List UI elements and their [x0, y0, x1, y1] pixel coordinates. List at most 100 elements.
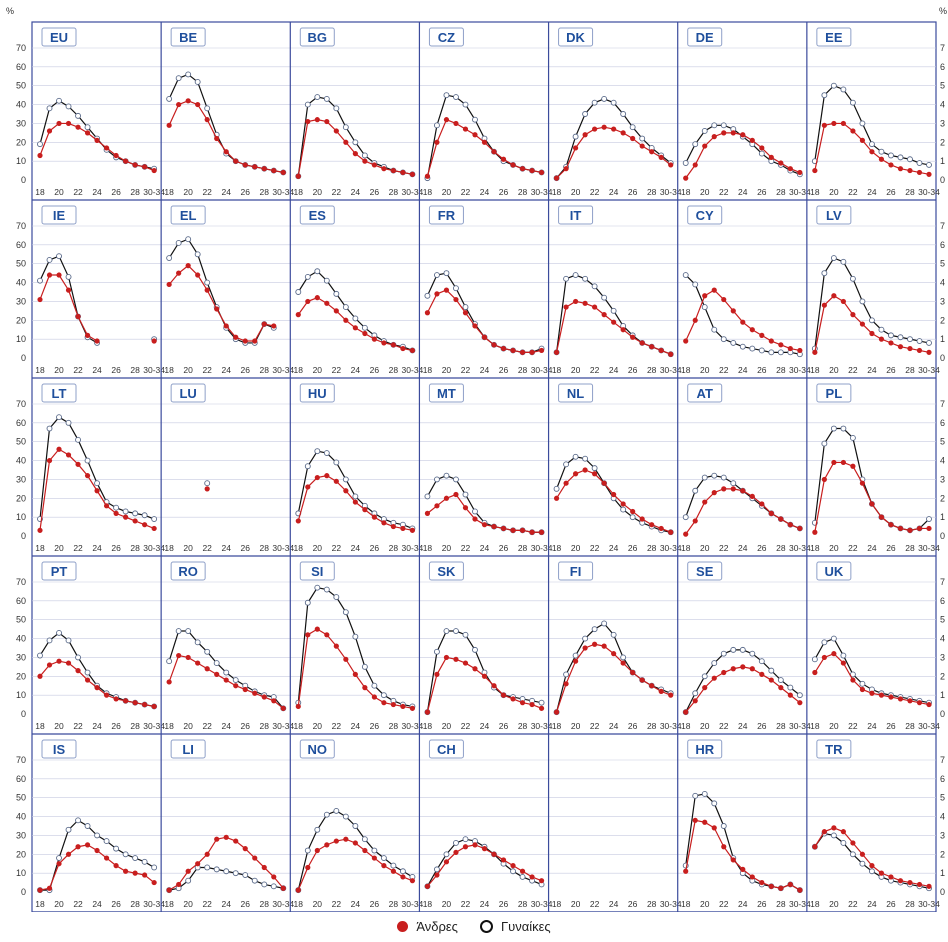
x-tick-label: 22 — [590, 899, 600, 909]
women-point — [443, 472, 450, 479]
women-point — [916, 338, 923, 344]
y-tick-label-right: 5 — [940, 437, 945, 447]
x-tick-label: 20 — [700, 721, 710, 731]
men-series-line — [297, 628, 413, 709]
x-tick-label: 22 — [332, 187, 342, 197]
men-point — [271, 874, 277, 880]
women-point — [629, 514, 636, 521]
men-point — [740, 488, 746, 494]
men-point — [859, 137, 866, 143]
women-point — [519, 873, 526, 880]
men-point — [778, 685, 784, 691]
x-tick-label: 20 — [829, 721, 839, 731]
women-point — [56, 855, 62, 862]
panel-label: TR — [825, 742, 843, 757]
x-tick-label: 30-34 — [402, 543, 424, 553]
women-point — [692, 141, 699, 148]
women-point — [787, 684, 794, 691]
men-point — [649, 344, 655, 350]
y-tick-label: 60 — [16, 240, 26, 250]
men-series-line — [685, 132, 801, 179]
men-point — [352, 499, 358, 505]
men-point — [730, 486, 736, 492]
men-point — [371, 162, 377, 168]
women-point — [701, 673, 708, 680]
women-point — [620, 654, 627, 661]
x-tick-label: 18 — [294, 721, 304, 731]
men-point — [371, 514, 377, 520]
x-tick-label: 26 — [628, 899, 638, 909]
women-point — [572, 453, 579, 460]
men-point — [869, 863, 875, 869]
x-tick-label: 30-34 — [660, 721, 682, 731]
men-point — [333, 838, 339, 844]
x-tick-label: 26 — [241, 365, 251, 375]
women-point — [84, 124, 91, 131]
x-tick-label: 26 — [499, 721, 509, 731]
men-point — [46, 662, 53, 668]
men-point — [850, 463, 856, 469]
women-point — [868, 868, 875, 875]
men-point — [314, 117, 320, 123]
men-point — [400, 874, 406, 880]
x-tick-label: 28 — [389, 899, 399, 909]
men-point — [572, 471, 579, 477]
x-tick-label: 28 — [776, 721, 786, 731]
men-point — [768, 338, 774, 344]
x-tick-label: 18 — [35, 365, 45, 375]
men-series-line — [168, 264, 274, 342]
women-point — [166, 658, 173, 665]
x-tick-label: 28 — [260, 187, 270, 197]
men-point — [424, 310, 431, 316]
women-point — [443, 270, 450, 277]
x-tick-label: 28 — [130, 365, 140, 375]
x-tick-label: 26 — [628, 543, 638, 553]
panel-label-box — [428, 739, 464, 759]
x-tick-label: 24 — [221, 187, 231, 197]
men-point — [500, 156, 507, 162]
men-point — [582, 645, 588, 651]
men-point — [223, 834, 229, 840]
women-point — [916, 160, 923, 166]
men-point — [261, 694, 267, 700]
x-tick-label: 24 — [351, 721, 361, 731]
women-series-line — [39, 255, 98, 344]
x-tick-label: 18 — [35, 187, 45, 197]
men-point — [831, 459, 837, 466]
men-point — [453, 656, 459, 662]
women-point — [333, 290, 340, 297]
men-point — [888, 340, 894, 346]
men-point — [65, 452, 72, 458]
men-point — [56, 120, 62, 127]
men-point — [730, 308, 736, 314]
men-point — [56, 446, 62, 452]
men-point — [46, 885, 53, 891]
men-point — [538, 169, 545, 176]
men-point — [280, 169, 286, 176]
women-point — [46, 637, 53, 644]
y-tick-label-right: 4 — [940, 812, 945, 822]
men-point — [491, 683, 497, 689]
x-tick-label: 22 — [332, 543, 342, 553]
women-point — [682, 514, 689, 521]
men-point — [223, 149, 229, 155]
panel-label: SK — [437, 564, 456, 579]
panel-label-box — [170, 205, 206, 225]
men-point — [749, 493, 755, 499]
women-point — [629, 124, 636, 131]
x-tick-label: 24 — [92, 899, 102, 909]
x-tick-label: 20 — [313, 365, 323, 375]
x-tick-label: 26 — [886, 899, 896, 909]
panel-label: FI — [570, 564, 582, 579]
x-tick-label: 18 — [294, 365, 304, 375]
men-point — [305, 118, 311, 125]
y-tick-label-right: 7 — [940, 43, 945, 53]
x-tick-label: 22 — [73, 365, 83, 375]
men-point — [434, 503, 440, 509]
men-point — [84, 473, 91, 479]
men-point — [702, 293, 708, 299]
y-tick-label: 30 — [16, 652, 26, 662]
women-point — [591, 465, 598, 472]
x-tick-label: 24 — [867, 187, 877, 197]
men-point — [926, 883, 932, 889]
